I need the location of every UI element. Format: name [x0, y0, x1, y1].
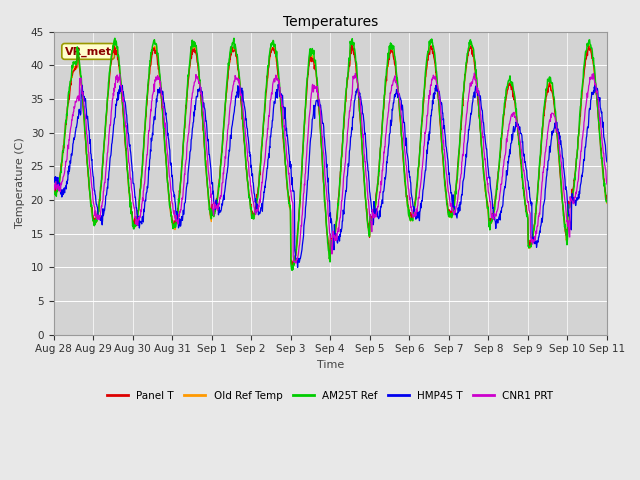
- Line: CNR1 PRT: CNR1 PRT: [54, 73, 607, 263]
- HMP45 T: [603, 159, 611, 165]
- Old Ref Temp: [288, 264, 296, 270]
- Old Ref Temp: [184, 83, 191, 89]
- Old Ref Temp: [596, 128, 604, 134]
- CNR1 PRT: [470, 70, 478, 76]
- Old Ref Temp: [50, 189, 58, 194]
- CNR1 PRT: [50, 181, 58, 187]
- AM25T Ref: [241, 141, 248, 146]
- Panel T: [289, 262, 296, 267]
- Old Ref Temp: [499, 120, 507, 126]
- HMP45 T: [499, 194, 507, 200]
- Bar: [54, 65, 607, 204]
- Panel T: [306, 57, 314, 62]
- Y-axis label: Temperature (C): Temperature (C): [15, 138, 25, 228]
- Old Ref Temp: [241, 139, 248, 144]
- Legend: Panel T, Old Ref Temp, AM25T Ref, HMP45 T, CNR1 PRT: Panel T, Old Ref Temp, AM25T Ref, HMP45 …: [103, 387, 557, 405]
- AM25T Ref: [184, 72, 192, 78]
- CNR1 PRT: [603, 181, 611, 187]
- AM25T Ref: [341, 108, 349, 114]
- HMP45 T: [275, 82, 282, 87]
- AM25T Ref: [111, 36, 118, 41]
- Old Ref Temp: [306, 54, 314, 60]
- Panel T: [50, 183, 58, 189]
- AM25T Ref: [596, 128, 604, 133]
- HMP45 T: [596, 98, 604, 104]
- Line: Old Ref Temp: Old Ref Temp: [54, 45, 607, 267]
- Panel T: [499, 115, 507, 121]
- AM25T Ref: [499, 112, 507, 118]
- X-axis label: Time: Time: [317, 360, 344, 370]
- CNR1 PRT: [241, 116, 248, 122]
- Panel T: [241, 139, 248, 144]
- AM25T Ref: [288, 267, 296, 273]
- Panel T: [348, 43, 356, 48]
- CNR1 PRT: [292, 260, 300, 266]
- Panel T: [340, 115, 348, 121]
- HMP45 T: [294, 264, 301, 270]
- CNR1 PRT: [499, 164, 507, 169]
- AM25T Ref: [306, 47, 314, 53]
- HMP45 T: [306, 145, 314, 151]
- Old Ref Temp: [603, 201, 611, 206]
- Text: VR_met: VR_met: [65, 46, 111, 57]
- HMP45 T: [184, 180, 191, 186]
- Line: AM25T Ref: AM25T Ref: [54, 38, 607, 270]
- Line: Panel T: Panel T: [54, 46, 607, 264]
- Panel T: [603, 195, 611, 201]
- HMP45 T: [341, 198, 349, 204]
- Panel T: [184, 85, 191, 91]
- AM25T Ref: [603, 198, 611, 204]
- Old Ref Temp: [586, 42, 594, 48]
- Line: HMP45 T: HMP45 T: [54, 84, 607, 267]
- CNR1 PRT: [340, 169, 348, 175]
- CNR1 PRT: [306, 112, 314, 118]
- HMP45 T: [241, 103, 248, 108]
- AM25T Ref: [50, 184, 58, 190]
- Title: Temperatures: Temperatures: [283, 15, 378, 29]
- CNR1 PRT: [184, 138, 191, 144]
- Panel T: [596, 128, 604, 133]
- Old Ref Temp: [340, 115, 348, 121]
- CNR1 PRT: [596, 112, 604, 118]
- HMP45 T: [50, 175, 58, 181]
